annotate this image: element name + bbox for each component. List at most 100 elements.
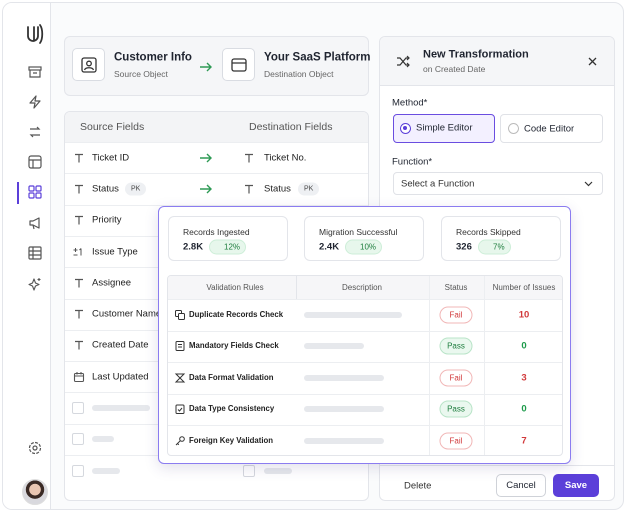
- nav-icon[interactable]: [28, 216, 42, 230]
- field-icon: [73, 246, 85, 258]
- method-option-label: Code Editor: [524, 123, 575, 135]
- column-header: Description: [341, 282, 383, 292]
- rule-icon: [175, 404, 185, 415]
- panel-subtitle: on Created Date: [423, 63, 486, 74]
- select-placeholder: Select a Function: [401, 178, 475, 190]
- validation-row: [168, 299, 562, 331]
- source-field: Ticket ID: [92, 151, 130, 163]
- stat-label: Records Ingested: [183, 226, 250, 237]
- stat-value: 2.4K: [319, 241, 340, 253]
- nav-icon[interactable]: [28, 95, 42, 109]
- validation-modal: Records Ingested 2.8K 12% Migration Success…: [158, 206, 571, 464]
- source-field: Priority: [92, 214, 122, 226]
- logo: [27, 24, 44, 44]
- rule-icon: [174, 373, 186, 383]
- field-row: [65, 173, 368, 204]
- field-row: [65, 204, 368, 236]
- cancel-button[interactable]: Cancel: [496, 474, 546, 497]
- validation-row: [168, 393, 562, 426]
- issue-count: 10: [518, 309, 530, 320]
- active-indicator: [17, 182, 19, 204]
- stat-value: 326: [456, 241, 472, 253]
- app-window: Customer Info Source Object Your SaaS Pl…: [2, 2, 624, 510]
- source-icon: [72, 48, 105, 81]
- placeholder: [92, 436, 114, 443]
- key-badge: PK: [298, 182, 320, 196]
- issue-count: 0: [521, 340, 527, 352]
- source-title: Customer Info: [114, 51, 192, 64]
- table-header: [65, 112, 368, 142]
- map-arrow: [199, 152, 213, 164]
- rule-name: Data Type Consistency: [189, 404, 275, 414]
- field-icon: [73, 183, 85, 195]
- stat-label: Records Skipped: [456, 226, 521, 237]
- field-row: [65, 142, 368, 173]
- close-button[interactable]: [588, 57, 597, 66]
- description-placeholder: [304, 374, 384, 381]
- description-placeholder: [304, 311, 402, 318]
- field-icon: [73, 152, 85, 164]
- checkbox[interactable]: [72, 464, 84, 477]
- field-icon: [73, 339, 85, 351]
- method-option-label: Simple Editor: [416, 122, 473, 134]
- avatar[interactable]: [22, 479, 48, 505]
- column-header: Source Fields: [80, 120, 145, 133]
- column-header: Destination Fields: [249, 120, 333, 133]
- stat-value: 2.8K: [183, 241, 204, 253]
- source-subtitle: Source Object: [114, 68, 168, 79]
- source-field: Customer Name: [92, 308, 162, 320]
- method-option[interactable]: Code Editor: [500, 114, 603, 143]
- validation-row: [168, 425, 562, 455]
- panel-title: New Transformation: [423, 48, 529, 61]
- stat-card: Records Skipped 326 7%: [441, 216, 561, 261]
- nav-icon[interactable]: [28, 125, 42, 139]
- field-icon: [73, 214, 85, 226]
- checkbox[interactable]: [72, 402, 84, 415]
- field-icon: [243, 183, 255, 195]
- source-field: Assignee: [92, 277, 132, 289]
- stat-card: Migration Successful 2.4K 10%: [304, 216, 424, 261]
- change-badge: 10%: [345, 239, 383, 255]
- field-icon: [73, 371, 85, 383]
- column-header: Status: [444, 282, 468, 292]
- field-icon: [73, 277, 85, 289]
- function-select[interactable]: Select a Function: [393, 172, 603, 195]
- nav-icon[interactable]: [28, 155, 42, 169]
- checkbox[interactable]: [72, 433, 84, 446]
- shuffle-icon: [397, 55, 410, 68]
- method-label: Method*: [392, 97, 428, 109]
- status-pill: Fail: [439, 432, 473, 450]
- checkbox[interactable]: [243, 464, 255, 477]
- mapping-header: Customer Info Source Object Your SaaS Pl…: [64, 36, 371, 96]
- description-placeholder: [304, 406, 384, 413]
- field-icon: [73, 308, 85, 320]
- validation-row: [168, 330, 562, 363]
- destination-icon: [222, 48, 255, 81]
- method-option-selected[interactable]: Simple Editor: [393, 114, 495, 143]
- stat-card: Records Ingested 2.8K 12%: [168, 216, 288, 261]
- settings-icon[interactable]: [28, 441, 42, 455]
- table-header: [168, 276, 562, 299]
- destination-title: Your SaaS Platform: [264, 51, 371, 64]
- delete-button[interactable]: Delete: [404, 480, 432, 492]
- description-placeholder: [304, 343, 364, 350]
- status-pill: Pass: [439, 400, 473, 418]
- description-placeholder: [304, 437, 384, 444]
- destination-field: Status: [264, 183, 291, 195]
- nav-icon[interactable]: [28, 277, 42, 291]
- nav-icon[interactable]: [28, 65, 42, 79]
- nav-icon-active[interactable]: [28, 185, 42, 199]
- save-button[interactable]: Save: [553, 474, 599, 497]
- rule-name: Data Format Validation: [189, 372, 274, 382]
- nav-icon[interactable]: [28, 246, 42, 260]
- destination-subtitle: Destination Object: [264, 68, 334, 79]
- function-label: Function*: [392, 156, 433, 168]
- stat-label: Migration Successful: [319, 226, 398, 237]
- source-field: Last Updated: [92, 371, 149, 382]
- change-badge: 7%: [478, 239, 511, 255]
- divider: [380, 465, 614, 466]
- validation-row: [168, 362, 562, 394]
- column-header: Number of Issues: [492, 282, 556, 292]
- status-pill: Pass: [439, 337, 473, 355]
